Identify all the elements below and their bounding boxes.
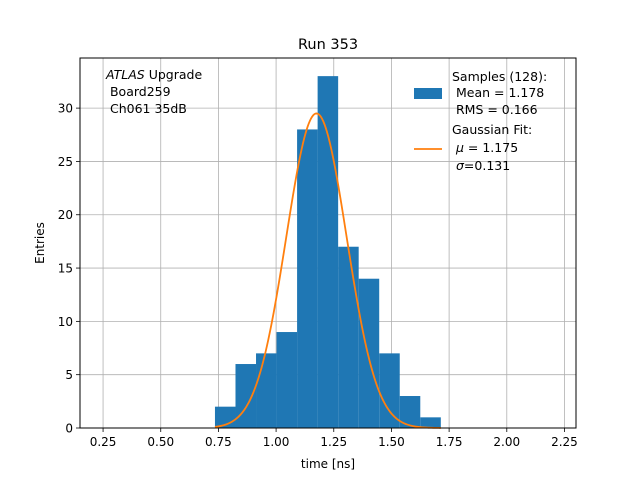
y-tick-label-6: 30 bbox=[58, 102, 73, 116]
chart-title: Run 353 bbox=[298, 37, 358, 53]
x-tick-label-2: 0.75 bbox=[205, 435, 232, 449]
legend-sigma-symbol: σ bbox=[456, 158, 465, 173]
x-tick-label-8: 2.25 bbox=[551, 435, 578, 449]
gaussian-fit bbox=[214, 112, 441, 429]
annotation-line-3: Ch061 35dB bbox=[106, 101, 187, 116]
x-tick-label-5: 1.50 bbox=[378, 435, 405, 449]
histogram-bar-7 bbox=[358, 278, 380, 428]
y-tick-label-0: 0 bbox=[65, 422, 73, 436]
x-axis-ticks: 0.25 0.50 0.75 1.00 1.25 1.50 1.75 2.00 2.25 bbox=[90, 428, 578, 449]
x-tick-label-4: 1.25 bbox=[320, 435, 347, 449]
x-tick-label-0: 0.25 bbox=[90, 435, 117, 449]
legend-samples-mean: Mean = 1.178 bbox=[452, 85, 544, 100]
x-axis-label: time [ns] bbox=[301, 457, 355, 471]
annotation-line-2: Board259 bbox=[106, 84, 171, 99]
x-tick-label-1: 0.50 bbox=[147, 435, 174, 449]
gaussian-fit-curve bbox=[214, 112, 441, 429]
legend-mu-symbol: μ bbox=[455, 140, 464, 155]
legend-samples-title: Samples (128): bbox=[452, 69, 547, 84]
x-tick-label-6: 1.75 bbox=[436, 435, 463, 449]
histogram-bar-10 bbox=[420, 417, 441, 428]
atlas-annotation: ATLAS Upgrade Board259 Ch061 35dB bbox=[105, 67, 202, 116]
legend-mu-value: = 1.175 bbox=[464, 140, 518, 155]
histogram-bar-3 bbox=[276, 332, 298, 428]
histogram-bar-9 bbox=[399, 396, 421, 428]
legend: Samples (128): Mean = 1.178 RMS = 0.166 … bbox=[414, 69, 547, 173]
y-tick-label-1: 5 bbox=[65, 368, 73, 382]
histogram-bar-5 bbox=[317, 76, 339, 428]
legend-samples-rms: RMS = 0.166 bbox=[452, 102, 538, 117]
annotation-line-1: ATLAS Upgrade bbox=[105, 67, 202, 82]
legend-samples-swatch bbox=[414, 88, 442, 99]
y-tick-label-4: 20 bbox=[58, 208, 73, 222]
annotation-upgrade: Upgrade bbox=[145, 67, 203, 82]
y-axis-label: Entries bbox=[33, 222, 47, 264]
histogram-bar-8 bbox=[379, 353, 400, 428]
annotation-atlas: ATLAS bbox=[105, 67, 145, 82]
y-tick-label-3: 15 bbox=[58, 262, 73, 276]
legend-fit-sigma: σ=0.131 bbox=[452, 158, 510, 173]
legend-sigma-value: =0.131 bbox=[464, 158, 510, 173]
histogram-bar-1 bbox=[235, 364, 257, 428]
x-tick-label-7: 2.00 bbox=[493, 435, 520, 449]
histogram-bar-2 bbox=[256, 353, 277, 428]
histogram-bar-4 bbox=[297, 129, 318, 428]
x-tick-label-3: 1.00 bbox=[263, 435, 290, 449]
histogram-bars bbox=[214, 76, 441, 428]
y-tick-label-2: 10 bbox=[58, 315, 73, 329]
legend-fit-title: Gaussian Fit: bbox=[452, 122, 532, 137]
axes-frame bbox=[79, 57, 577, 429]
y-tick-label-5: 25 bbox=[58, 155, 73, 169]
histogram-bar-6 bbox=[338, 246, 359, 428]
legend-fit-mu: μ = 1.175 bbox=[452, 140, 518, 155]
y-axis-ticks: 0 5 10 15 20 25 30 bbox=[58, 102, 80, 436]
